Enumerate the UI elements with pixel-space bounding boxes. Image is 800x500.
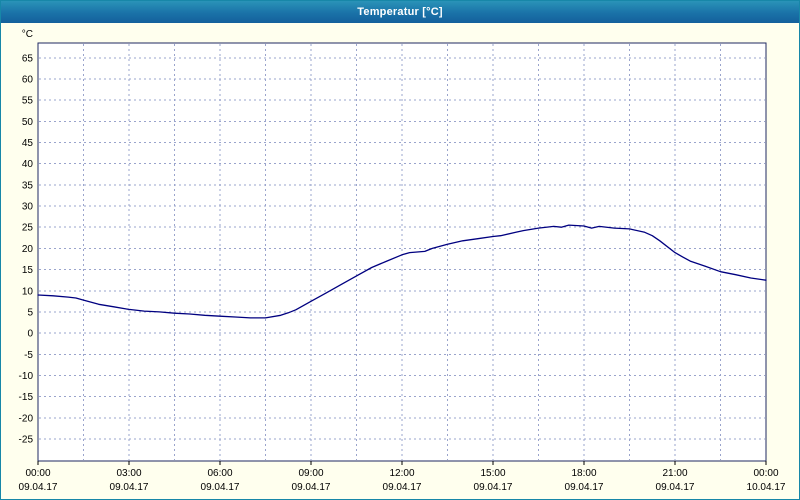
- x-tick-time: 12:00: [389, 468, 414, 479]
- svg-text:40: 40: [22, 159, 34, 170]
- x-axis-labels: 00:00 09.04.17 03:00 09.04.17 06:00 09.04.17 0…: [19, 461, 786, 493]
- x-tick-time: 21:00: [662, 468, 687, 479]
- svg-text:30: 30: [22, 202, 34, 213]
- x-tick-time: 00:00: [753, 468, 778, 479]
- svg-text:5: 5: [27, 307, 33, 318]
- svg-text:25: 25: [22, 223, 34, 234]
- x-tick-time: 06:00: [207, 468, 232, 479]
- x-tick-date: 10.04.17: [747, 482, 786, 493]
- x-tick-date: 09.04.17: [292, 482, 331, 493]
- x-tick-time: 09:00: [298, 468, 323, 479]
- svg-text:65: 65: [22, 53, 34, 64]
- chart-area: 65 60 55 50 45 40 35 30 25 20 15 10 5 0 -5 -10 -15 -20 -25…: [1, 23, 799, 499]
- plot-background: [38, 43, 766, 461]
- x-tick-date: 09.04.17: [110, 482, 149, 493]
- svg-text:-25: -25: [19, 435, 34, 446]
- svg-text:-5: -5: [24, 350, 33, 361]
- x-tick-date: 09.04.17: [656, 482, 695, 493]
- svg-text:-10: -10: [19, 371, 34, 382]
- y-axis-unit-label: °C: [22, 29, 33, 40]
- series-line-temperatur: [37, 224, 767, 319]
- svg-text:0: 0: [27, 329, 33, 340]
- x-tick-time: 00:00: [25, 468, 50, 479]
- svg-text:-20: -20: [19, 413, 34, 424]
- svg-text:50: 50: [22, 117, 34, 128]
- svg-text:45: 45: [22, 138, 34, 149]
- x-tick-date: 09.04.17: [565, 482, 604, 493]
- svg-text:20: 20: [22, 244, 34, 255]
- svg-text:55: 55: [22, 96, 34, 107]
- svg-text:35: 35: [22, 180, 34, 191]
- svg-text:-15: -15: [19, 392, 34, 403]
- x-tick-date: 09.04.17: [201, 482, 240, 493]
- x-tick-date: 09.04.17: [19, 482, 58, 493]
- svg-text:15: 15: [22, 265, 34, 276]
- x-tick-time: 18:00: [571, 468, 596, 479]
- svg-text:60: 60: [22, 75, 34, 86]
- x-tick-date: 09.04.17: [383, 482, 422, 493]
- y-axis-labels: 65605550454035302520151050-5-10-15-20-25…: [19, 29, 34, 446]
- x-tick-date: 09.04.17: [474, 482, 513, 493]
- svg-text:10: 10: [22, 286, 34, 297]
- window-titlebar[interactable]: Temperatur [°C]: [1, 1, 799, 23]
- temperature-line-chart: 65605550454035302520151050-5-10-15-20-25…: [19, 29, 786, 493]
- window-title: Temperatur [°C]: [357, 6, 443, 18]
- x-tick-time: 15:00: [480, 468, 505, 479]
- x-tick-time: 03:00: [116, 468, 141, 479]
